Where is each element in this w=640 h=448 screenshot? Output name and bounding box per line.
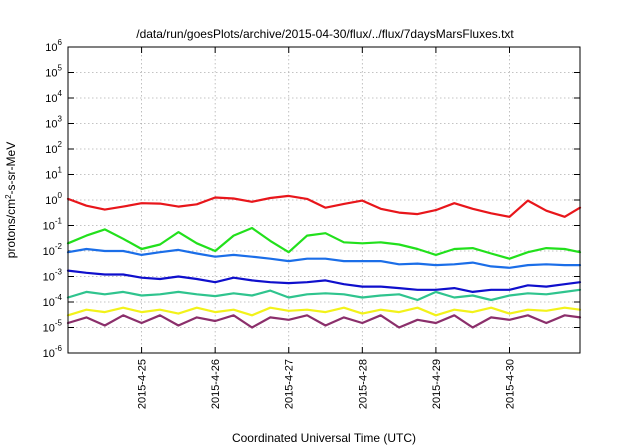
grid-lines — [68, 47, 580, 353]
y-tick-label: 102 — [45, 140, 62, 156]
y-tick-label: 104 — [45, 89, 62, 105]
y-tick-label-exp: 5 — [58, 64, 63, 73]
y-tick-label-base: 10 — [43, 297, 55, 309]
y-tick-label: 100 — [45, 191, 62, 207]
y-tick-label-base: 10 — [45, 144, 57, 156]
y-tick-label-exp: 6 — [58, 38, 63, 47]
y-tick-label-base: 10 — [45, 119, 57, 131]
y-tick-label-exp: 1 — [58, 166, 63, 175]
y-tick-label: 10-4 — [43, 293, 63, 309]
series-layer — [66, 194, 582, 329]
series-line-4 — [66, 269, 582, 293]
series-line-1 — [66, 194, 582, 218]
y-tick-label: 106 — [45, 38, 62, 54]
y-tick-label: 10-6 — [43, 344, 63, 360]
y-tick-label-exp: -5 — [55, 319, 63, 328]
x-tick-label: 2015-4-26 — [210, 359, 222, 409]
y-tick-label-exp: -1 — [55, 217, 63, 226]
y-tick-label-base: 10 — [45, 195, 57, 207]
series-line-7 — [66, 314, 582, 329]
y-tick-label-exp: 0 — [58, 191, 63, 200]
x-tick-label: 2015-4-28 — [357, 359, 369, 409]
y-tick-label-base: 10 — [43, 246, 55, 258]
y-axis-label: protons/cm2-s-sr-MeV — [4, 142, 19, 258]
y-tick-label-base: 10 — [45, 42, 57, 54]
series-line-2 — [66, 226, 582, 260]
y-tick-label: 105 — [45, 64, 62, 80]
y-tick-label: 103 — [45, 115, 62, 131]
plot-frame — [67, 46, 581, 354]
y-tick-label-exp: 4 — [58, 89, 63, 98]
x-axis: 2015-4-25 2015-4-26 2015-4-27 2015-4-28 2015… — [137, 47, 516, 409]
y-tick-label-exp: -2 — [55, 242, 63, 251]
y-tick-label-exp: -3 — [55, 268, 63, 277]
y-tick-label-exp: -4 — [55, 293, 63, 302]
y-axis-label-rest: -s-sr-MeV — [4, 142, 18, 195]
y-tick-label: 10-1 — [43, 217, 63, 233]
x-tick-label: 2015-4-25 — [137, 359, 149, 409]
y-tick-label: 10-3 — [43, 268, 63, 284]
y-tick-label-exp: 2 — [58, 140, 63, 149]
y-tick-label-base: 10 — [45, 170, 57, 182]
series-line-5 — [66, 288, 582, 302]
chart-title: /data/run/goesPlots/archive/2015-04-30/f… — [136, 27, 514, 41]
x-tick-label: 2015-4-29 — [431, 359, 443, 409]
y-tick-label: 10-5 — [43, 319, 63, 335]
y-tick-label-base: 10 — [45, 68, 57, 80]
y-axis: 10-610-510-410-310-210-11001011021031041… — [43, 38, 580, 360]
y-tick-label: 10-2 — [43, 242, 63, 258]
y-tick-label-exp: 3 — [58, 115, 63, 124]
y-axis-label-base: protons/cm — [4, 199, 18, 258]
y-tick-label-exp: -6 — [55, 344, 63, 353]
x-axis-label: Coordinated Universal Time (UTC) — [232, 431, 416, 445]
y-tick-label-base: 10 — [43, 348, 55, 360]
y-tick-label-base: 10 — [43, 323, 55, 335]
y-tick-label: 101 — [45, 166, 62, 182]
x-tick-label: 2015-4-30 — [504, 359, 516, 409]
series-line-3 — [66, 247, 582, 269]
y-axis-label-sup: 2 — [4, 194, 13, 199]
y-tick-label-base: 10 — [43, 272, 55, 284]
y-tick-label-base: 10 — [45, 93, 57, 105]
y-tick-label-base: 10 — [43, 221, 55, 233]
x-tick-label: 2015-4-27 — [284, 359, 296, 409]
series-line-6 — [66, 306, 582, 317]
